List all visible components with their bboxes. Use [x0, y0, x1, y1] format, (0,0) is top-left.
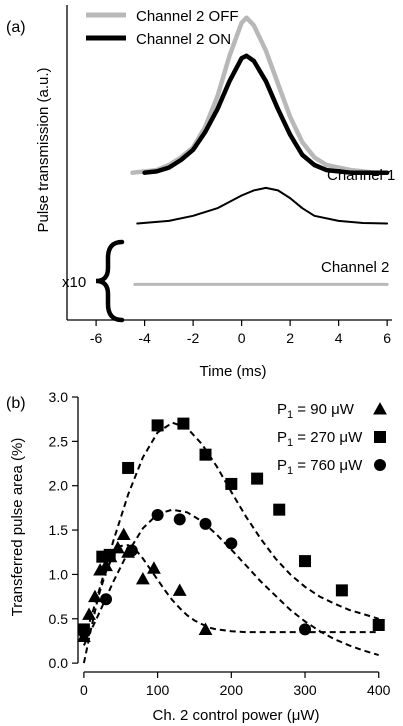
data-point-square: [299, 555, 312, 568]
annotation-channel-1: Channel 1: [327, 167, 395, 184]
x-tick-label: 0: [238, 330, 246, 346]
y-tick-label: 1.0: [49, 566, 69, 582]
data-point-triangle: [82, 607, 96, 620]
scale-brace-icon: [95, 239, 125, 323]
annotation-channel-2: Channel 2: [321, 259, 389, 276]
fit-curve-square: [82, 421, 379, 642]
panel-a-x-axis-label: Time (ms): [200, 363, 267, 380]
data-point-triangle: [135, 571, 150, 585]
panel-b-y-ticks: 0.0 0.5 1.0 1.5 2.0 2.5 3.0: [49, 389, 78, 671]
data-point-square: [372, 618, 385, 631]
x-tick-label: -6: [90, 330, 103, 346]
data-point-square: [122, 461, 135, 474]
data-point-triangle: [147, 561, 161, 574]
y-tick-label: 1.5: [49, 522, 69, 538]
data-point-circle: [125, 544, 138, 557]
data-point-circle: [225, 537, 238, 550]
y-tick-label: 2.5: [49, 433, 69, 449]
data-point-circle: [151, 508, 164, 521]
legend-marker-circle: [374, 459, 386, 471]
panel-a-label: (a): [6, 19, 26, 36]
data-point-square: [103, 548, 116, 561]
y-tick-label: 2.0: [49, 478, 69, 494]
data-point-triangle: [99, 558, 113, 572]
panel-b-x-ticks: 0 100 200 300 400: [80, 672, 391, 698]
annotation-scale-x10: x10: [62, 274, 86, 291]
x-tick-label: 200: [220, 682, 244, 698]
data-point-circle: [199, 517, 212, 530]
panel-a: (a) -6 -4 -2 0 2 4 6 Pulse transmission (a.u.)…: [6, 5, 395, 380]
panel-b-y-axis-label: Transferred pulse area (%): [9, 438, 26, 617]
x-tick-label: 0: [80, 682, 88, 698]
data-point-triangle: [172, 583, 187, 596]
x-tick-label: 400: [367, 682, 391, 698]
x-tick-label: -4: [138, 330, 151, 346]
x-tick-label: 6: [383, 330, 391, 346]
fit-curve-circle: [82, 508, 379, 657]
legend-label-triangle: P1 = 90 μW: [277, 401, 355, 421]
data-point-circle: [173, 513, 186, 526]
fit-curve-triangle: [82, 544, 379, 664]
data-point-square: [225, 477, 238, 490]
panel-a-legend: Channel 2 OFF Channel 2 ON: [86, 8, 239, 48]
panel-a-series: [130, 15, 390, 286]
x-tick-label: 300: [293, 682, 317, 698]
data-point-circle: [77, 626, 90, 639]
data-point-square: [199, 448, 212, 461]
x-tick-label: 4: [335, 330, 343, 346]
panel-b-legend: P1 = 90 μW P1 = 270 μW P1 = 760 μW: [277, 401, 387, 477]
data-point-square: [335, 584, 348, 597]
panel-a-y-axis-label: Pulse transmission (a.u.): [35, 67, 52, 232]
panel-b: (b) 0 100 200 300 400 0.00.51.01.52.02.53.0 …: [6, 389, 391, 724]
data-point-triangle: [116, 527, 131, 541]
y-tick-label: 3.0: [49, 389, 69, 405]
data-point-circle: [100, 593, 113, 606]
data-point-circle: [299, 623, 312, 636]
series-line-on-channel-2: [136, 186, 389, 225]
panel-a-x-ticks: -6 -4 -2 0 2 4 6: [90, 320, 391, 346]
x-tick-label: -2: [187, 330, 200, 346]
x-tick-label: 100: [146, 682, 170, 698]
panel-b-data-points: [76, 417, 385, 643]
y-tick-label: 0.5: [49, 611, 69, 627]
data-point-square: [177, 417, 190, 430]
legend-marker-square: [374, 431, 386, 443]
data-point-triangle: [88, 589, 102, 603]
legend-label-circle: P1 = 760 μW: [277, 457, 363, 477]
data-point-triangle: [198, 622, 213, 635]
y-tick-label: 0.0: [49, 655, 69, 671]
series-line-on-channel-1: [142, 53, 390, 175]
panel-b-x-axis-label: Ch. 2 control power (μW): [152, 707, 319, 724]
x-tick-label: 2: [286, 330, 294, 346]
panel-b-label: (b): [6, 395, 26, 412]
data-point-square: [151, 419, 164, 432]
legend-label-channel2-on: Channel 2 ON: [136, 31, 231, 48]
data-point-square: [273, 503, 286, 516]
legend-marker-triangle: [373, 402, 387, 415]
data-point-square: [251, 472, 264, 485]
legend-label-channel2-off: Channel 2 OFF: [136, 8, 239, 25]
legend-label-square: P1 = 270 μW: [277, 429, 363, 449]
